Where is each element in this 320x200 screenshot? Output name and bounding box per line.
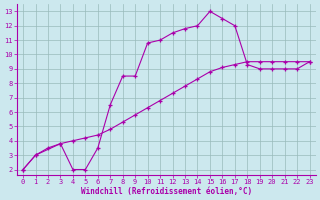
X-axis label: Windchill (Refroidissement éolien,°C): Windchill (Refroidissement éolien,°C) xyxy=(81,187,252,196)
